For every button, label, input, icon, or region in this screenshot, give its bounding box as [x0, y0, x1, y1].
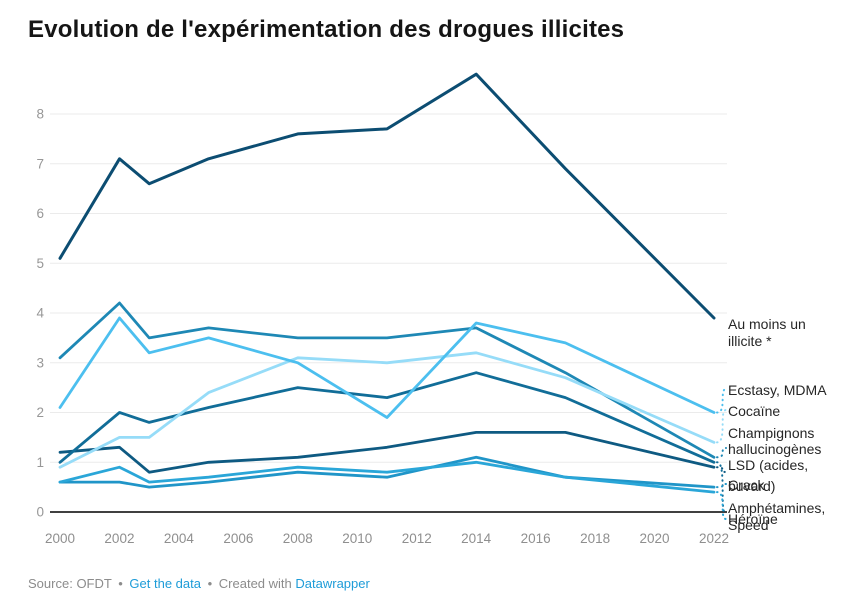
series-label-champignons: Champignons [728, 425, 815, 441]
x-tick-label: 2016 [521, 531, 551, 546]
footer-separator: • [118, 576, 123, 591]
line-champignons [58, 301, 716, 459]
series-label-au_moins-line2: illicite * [728, 333, 772, 349]
label-connectors [716, 388, 727, 520]
connector-champignons [716, 447, 727, 459]
x-tick-label: 2022 [699, 531, 729, 546]
x-tick-label: 2000 [45, 531, 75, 546]
y-tick-label: 5 [36, 256, 44, 271]
y-tick-label: 8 [36, 107, 44, 122]
datawrapper-link[interactable]: Datawrapper [295, 576, 370, 591]
y-tick-label: 0 [36, 505, 44, 520]
y-tick-label: 1 [36, 455, 44, 470]
line-heroine [58, 460, 716, 494]
connector-crack [716, 483, 727, 489]
connector-cocaine [716, 409, 727, 444]
connector-amphetamines [716, 461, 727, 515]
chart-footer: Source: OFDT • Get the data • Created wi… [28, 576, 370, 591]
y-tick-label: 3 [36, 355, 44, 370]
x-tick-label: 2014 [461, 531, 492, 546]
y-gridlines: 0 1 2 3 4 5 6 7 8 [36, 107, 727, 520]
series-label-amphetamines: Amphétamines, [728, 500, 826, 516]
chart-title: Evolution de l'expérimentation des drogu… [28, 16, 625, 43]
y-tick-label: 6 [36, 206, 44, 221]
line-crack [58, 455, 716, 489]
x-tick-label: 2004 [164, 531, 195, 546]
source-label: Source: [28, 576, 73, 591]
line-cocaine [58, 351, 716, 469]
line-au_moins [58, 72, 716, 320]
x-tick-label: 2006 [223, 531, 253, 546]
series-label-crack: Crack [728, 477, 765, 493]
line-amphetamines [58, 371, 716, 464]
x-tick-label: 2020 [640, 531, 670, 546]
series-label-champignons-line2: hallucinogènes [728, 441, 822, 457]
get-data-link[interactable]: Get the data [129, 576, 201, 591]
x-tick-label: 2010 [342, 531, 372, 546]
x-tick-label: 2002 [104, 531, 134, 546]
connector-heroine [716, 491, 727, 520]
x-tick-label: 2012 [402, 531, 432, 546]
connector-ecstasy [716, 388, 727, 414]
source-value: OFDT [76, 576, 112, 591]
series-label-amphetamines-line2: Speed [728, 517, 769, 533]
line-lsd [58, 430, 716, 474]
x-tick-labels: 2000 2002 2004 2006 2008 2010 2012 2014 2016 2018… [45, 531, 729, 546]
series-lines [58, 72, 716, 494]
series-label-lsd-line2: buvard) [728, 478, 776, 494]
x-tick-label: 2008 [283, 531, 313, 546]
x-tick-label: 2018 [580, 531, 610, 546]
series-label-cocaine: Cocaïne [728, 403, 781, 419]
line-ecstasy [58, 316, 716, 419]
connector-lsd [716, 466, 727, 473]
created-with-label: Created with [218, 576, 292, 591]
y-tick-label: 2 [36, 405, 44, 420]
series-label-lsd: LSD (acides, [728, 457, 809, 473]
series-label-heroine: Héroïne [728, 511, 778, 527]
footer-separator-2: • [207, 576, 213, 591]
series-label-au_moins: Au moins un [728, 316, 806, 332]
series-label-ecstasy: Ecstasy, MDMA [728, 382, 827, 398]
y-tick-label: 7 [36, 156, 44, 171]
y-tick-label: 4 [36, 306, 44, 321]
